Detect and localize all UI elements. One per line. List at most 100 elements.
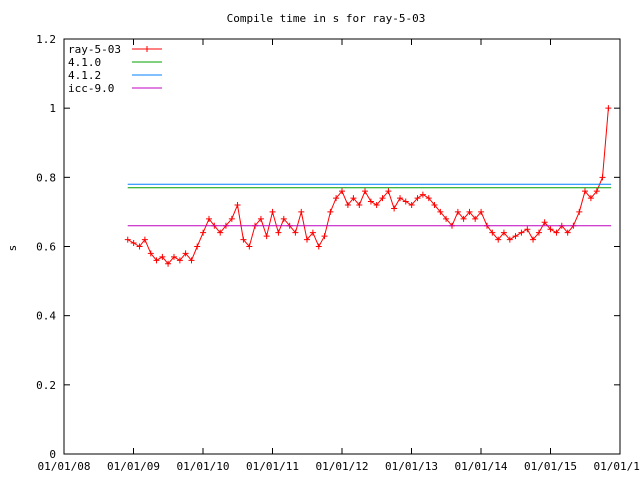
- x-tick-label: 01/01/09: [107, 460, 160, 473]
- data-point: [472, 215, 479, 222]
- data-point: [350, 195, 357, 202]
- data-point: [159, 253, 166, 260]
- data-point: [298, 208, 305, 215]
- data-point: [587, 195, 594, 202]
- data-point: [506, 236, 513, 243]
- data-point: [466, 208, 473, 215]
- data-point: [553, 229, 560, 236]
- data-point: [200, 229, 207, 236]
- data-point: [130, 240, 137, 247]
- data-point: [547, 226, 554, 233]
- data-point: [315, 243, 322, 250]
- data-point: [234, 202, 241, 208]
- data-point: [333, 195, 340, 202]
- data-point: [153, 257, 160, 264]
- data-point: [460, 215, 467, 222]
- plot-series: [124, 105, 612, 267]
- data-point: [292, 229, 299, 236]
- data-point: [581, 188, 588, 195]
- data-point: [478, 208, 485, 215]
- data-point: [541, 219, 548, 226]
- data-point: [437, 208, 444, 215]
- legend-label: ray-5-03: [68, 43, 121, 56]
- y-tick-label: 0: [49, 448, 56, 461]
- data-point: [269, 208, 276, 215]
- data-point: [495, 236, 502, 243]
- chart-title: Compile time in s for ray-5-03: [227, 12, 426, 25]
- data-point: [535, 229, 542, 236]
- data-point: [327, 208, 334, 215]
- x-tick-label: 01/01/11: [246, 460, 299, 473]
- x-tick-label: 01/01/16: [594, 460, 640, 473]
- x-tick-label: 01/01/12: [316, 460, 369, 473]
- data-point: [176, 257, 183, 264]
- data-point: [194, 243, 201, 250]
- data-point: [339, 188, 345, 195]
- data-point: [419, 191, 426, 198]
- x-tick-label: 01/01/15: [524, 460, 577, 473]
- data-point: [356, 202, 363, 208]
- data-point: [188, 257, 195, 264]
- data-point: [454, 208, 461, 215]
- data-point: [136, 243, 143, 250]
- x-tick-label: 01/01/08: [38, 460, 91, 473]
- data-point: [373, 202, 380, 208]
- data-point: [391, 205, 398, 212]
- data-point: [414, 195, 421, 202]
- data-point: [257, 215, 264, 222]
- data-point: [500, 229, 507, 236]
- legend-marker: [144, 46, 150, 52]
- data-point: [246, 243, 253, 250]
- data-point: [524, 226, 531, 233]
- data-point: [425, 195, 432, 202]
- y-axis: 0 0.2 0.4 0.6 0.8 1 1.2: [36, 33, 620, 461]
- data-point: [124, 236, 131, 243]
- y-tick-label: 1.2: [36, 33, 56, 46]
- data-point: [303, 236, 310, 243]
- y-axis-label: s: [6, 245, 19, 252]
- legend-label: icc-9.0: [68, 82, 114, 95]
- data-point: [489, 229, 496, 236]
- data-point: [280, 215, 287, 222]
- data-point: [599, 174, 606, 181]
- data-point: [217, 229, 224, 236]
- series-line-ray-5-03: [127, 108, 609, 265]
- data-point: [379, 195, 386, 202]
- data-point: [385, 188, 392, 195]
- data-point: [518, 229, 525, 236]
- data-point: [431, 202, 438, 208]
- x-tick-label: 01/01/13: [385, 460, 438, 473]
- x-axis: 01/01/08 01/01/09 01/01/10 01/01/11 01/01/12…: [38, 39, 640, 473]
- data-point: [576, 208, 583, 215]
- data-point: [408, 202, 415, 208]
- data-point: [228, 215, 235, 222]
- data-point: [321, 233, 328, 240]
- data-point: [443, 215, 450, 222]
- data-point: [263, 233, 270, 240]
- data-point: [309, 229, 316, 236]
- y-tick-label: 0.6: [36, 241, 56, 254]
- data-point: [362, 188, 369, 195]
- data-point: [240, 236, 247, 243]
- data-point: [275, 229, 282, 236]
- y-tick-label: 0.2: [36, 379, 56, 392]
- data-point: [564, 229, 571, 236]
- data-point: [605, 105, 612, 112]
- data-point: [397, 195, 404, 202]
- data-point: [141, 236, 148, 243]
- x-tick-label: 01/01/14: [455, 460, 508, 473]
- x-tick-label: 01/01/10: [177, 460, 230, 473]
- data-point: [593, 188, 600, 195]
- legend-label: 4.1.2: [68, 69, 101, 82]
- data-point: [147, 250, 154, 257]
- data-point: [512, 233, 519, 240]
- y-tick-label: 0.8: [36, 171, 56, 184]
- data-point: [367, 198, 374, 205]
- data-point: [402, 198, 409, 205]
- data-point: [165, 260, 172, 267]
- data-point: [182, 250, 189, 257]
- data-point: [344, 202, 351, 208]
- y-tick-label: 1: [49, 102, 56, 115]
